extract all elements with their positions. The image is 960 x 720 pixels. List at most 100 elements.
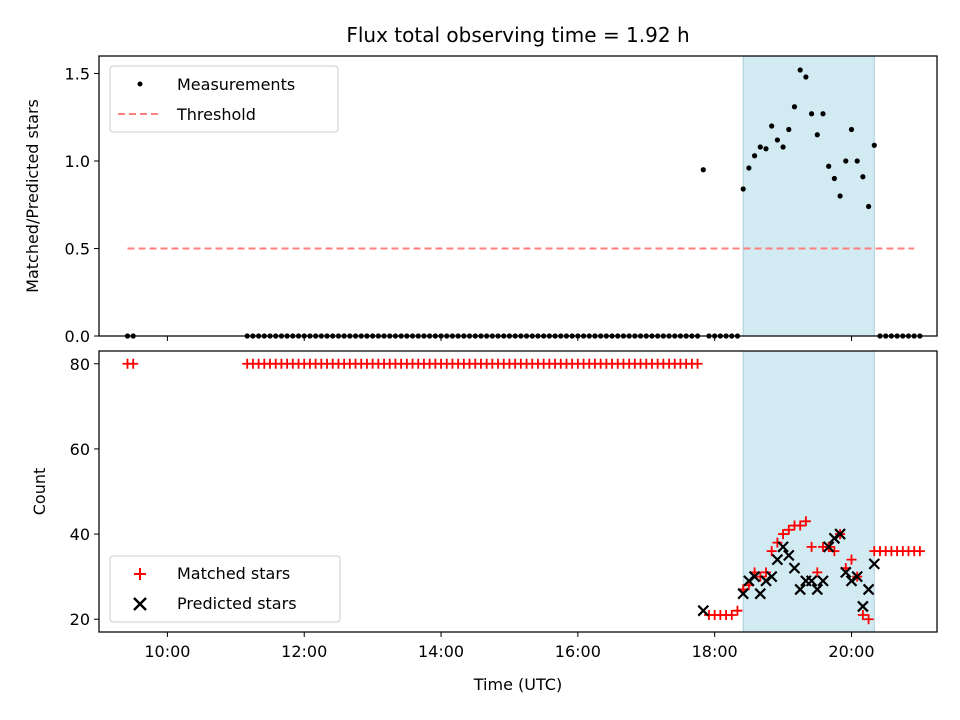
y-tick-label-3: 80 — [70, 355, 90, 374]
measurements-point-103 — [820, 111, 826, 117]
predicted-stars-point-22 — [857, 600, 869, 613]
matched-stars-point-119 — [914, 546, 925, 557]
predicted-stars-point-21 — [851, 570, 863, 583]
predicted-stars-point-4 — [754, 587, 767, 600]
legend-plus-shape — [134, 568, 146, 580]
predicted-stars-point-9 — [783, 549, 795, 562]
x-tick-label-1: 12:00 — [281, 642, 327, 661]
matched-stars-point-98 — [795, 520, 806, 531]
predicted-stars-point-15 — [817, 575, 829, 587]
legend-measurements-label: Measurements — [177, 75, 295, 94]
predicted-stars-point-18 — [834, 528, 846, 540]
measurements-point-97 — [786, 126, 792, 133]
x-axis-label: Time (UTC) — [473, 675, 562, 694]
measurements-point-99 — [797, 67, 803, 73]
predicted-stars-point-19 — [840, 566, 852, 579]
measurements-point-90 — [746, 165, 752, 171]
y-tick-label-3: 1.5 — [65, 65, 90, 84]
top-ticks-layer: 0.0 0.5 1.0 1.5 — [65, 65, 852, 346]
x-tick-label-2: 14:00 — [418, 642, 464, 661]
measurements-point-98 — [791, 104, 798, 110]
matched-stars-point-96 — [783, 524, 794, 535]
top-series-layer — [124, 67, 923, 339]
matched-stars-point-86 — [726, 609, 737, 620]
measurements-point-108 — [848, 126, 855, 133]
legend-measurements-marker — [137, 81, 143, 87]
measurements-point-96 — [780, 144, 786, 150]
bottom-axes-frame — [98, 350, 938, 633]
bottom-panel: 20 40 60 80 10:00 12:00 14:00 16:00 18:00 20:00 T… — [30, 350, 938, 694]
measurements-point-92 — [757, 144, 763, 150]
predicted-stars-point-23 — [862, 583, 875, 596]
top-legend: Measurements Threshold — [109, 65, 339, 133]
matched-stars-point-93 — [766, 546, 777, 557]
x-tick-label-4: 18:00 — [692, 642, 738, 661]
measurements-point-93 — [763, 146, 769, 152]
y-tick-label-1: 40 — [70, 525, 90, 544]
y-tick-label-0: 0.0 — [65, 327, 90, 346]
matched-stars-point-101 — [812, 567, 823, 578]
bottom-series-layer — [122, 358, 925, 625]
legend-predicted-label: Predicted stars — [177, 594, 297, 613]
bottom-legend-box — [109, 555, 341, 623]
top-legend-box — [109, 65, 339, 133]
measurements-point-105 — [831, 175, 837, 182]
predicted-stars-point-14 — [811, 583, 824, 596]
matched-stars-point-95 — [778, 529, 789, 540]
measurements-point-94 — [769, 123, 775, 129]
measurements-point-111 — [865, 203, 872, 210]
predicted-stars-point-0 — [697, 604, 710, 617]
measurements-point-100 — [803, 74, 809, 80]
bottom-legend: Matched stars Predicted stars — [109, 555, 341, 623]
predicted-stars-point-24 — [868, 558, 881, 570]
predicted-stars-point-11 — [794, 583, 806, 596]
measurements-point-102 — [814, 132, 820, 138]
y-tick-label-0: 20 — [70, 610, 90, 629]
predicted-stars-point-16 — [822, 541, 835, 553]
measurements-point-112 — [871, 142, 877, 148]
measurements-point-91 — [751, 153, 758, 159]
y-tick-label-1: 0.5 — [65, 240, 90, 259]
measurements-point-109 — [854, 158, 860, 164]
x-tick-label-5: 20:00 — [828, 642, 874, 661]
top-panel: 0.0 0.5 1.0 1.5 Flux total observing time =… — [23, 23, 938, 346]
matched-stars-point-81 — [692, 358, 703, 369]
measurements-point-82 — [700, 167, 706, 173]
top-highlight-span — [742, 55, 875, 337]
y-tick-label-2: 60 — [70, 440, 90, 459]
y-tick-label-2: 1.0 — [65, 152, 90, 171]
predicted-stars-point-1 — [737, 587, 749, 600]
measurements-point-89 — [740, 186, 746, 192]
top-axes-frame — [98, 55, 938, 337]
bottom-ticks-layer: 20 40 60 80 10:00 12:00 14:00 16:00 18:00 20:00 — [70, 355, 875, 661]
bottom-y-axis-label: Count — [30, 468, 49, 516]
measurements-point-110 — [860, 174, 866, 180]
x-tick-label-0: 10:00 — [144, 642, 190, 661]
predicted-stars-point-10 — [788, 562, 801, 574]
legend-threshold-label: Threshold — [176, 105, 256, 124]
matched-stars-point-110 — [863, 614, 874, 625]
predicted-stars-point-13 — [805, 575, 818, 587]
matched-stars-point-99 — [800, 516, 811, 527]
x-tick-label-3: 16:00 — [555, 642, 601, 661]
legend-x-shape — [133, 597, 147, 611]
legend-matched-marker — [134, 568, 146, 580]
measurements-point-104 — [826, 163, 832, 169]
matched-stars-point-100 — [806, 541, 817, 552]
legend-predicted-marker — [133, 597, 147, 611]
measurements-point-107 — [843, 158, 849, 164]
measurements-point-95 — [774, 137, 780, 143]
predicted-stars-point-6 — [765, 570, 778, 583]
legend-matched-label: Matched stars — [177, 564, 290, 583]
matched-stars-point-87 — [732, 605, 743, 616]
matched-stars-point-107 — [846, 554, 857, 565]
chart-title: Flux total observing time = 1.92 h — [346, 23, 689, 47]
measurements-point-101 — [808, 111, 815, 117]
matched-stars-point-109 — [857, 609, 868, 620]
predicted-stars-point-7 — [771, 553, 784, 566]
predicted-stars-point-8 — [777, 541, 789, 553]
measurements-point-106 — [837, 193, 843, 199]
predicted-stars-point-3 — [748, 570, 761, 583]
matched-stars-point-1 — [128, 358, 139, 369]
